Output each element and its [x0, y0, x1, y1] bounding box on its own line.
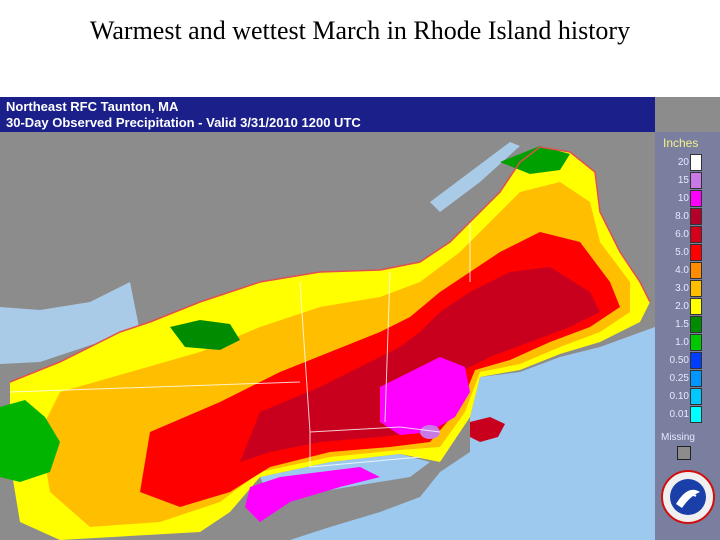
- legend-item: 0.50: [655, 352, 720, 370]
- cape-cod: [470, 417, 505, 442]
- precip-zone-8in: [240, 267, 600, 462]
- legend-item: 20: [655, 154, 720, 172]
- legend-item-swatch: [690, 172, 702, 189]
- lake-champlain-water: [430, 142, 520, 212]
- map-header: Northeast RFC Taunton, MA 30-Day Observe…: [0, 97, 655, 132]
- legend-item: 15: [655, 172, 720, 190]
- legend-item-label: 0.10: [669, 391, 689, 402]
- legend-item-swatch: [690, 298, 702, 315]
- legend-item: 1.0: [655, 334, 720, 352]
- legend-item: 10: [655, 190, 720, 208]
- legend-item-label: 4.0: [675, 265, 689, 276]
- precip-legend: Inches 20 15 10 8.0 6.0 5.0 4.0: [655, 132, 720, 540]
- legend-item-label: 20: [677, 157, 689, 168]
- legend-item: 3.0: [655, 280, 720, 298]
- legend-item-label: 3.0: [675, 283, 689, 294]
- precip-zone-1in-adirondack: [170, 320, 240, 350]
- precipitation-map-graphic: [0, 132, 655, 540]
- precipitation-map: Northeast RFC Taunton, MA 30-Day Observe…: [0, 97, 720, 540]
- legend-item-swatch: [690, 280, 702, 297]
- legend-item-swatch: [690, 190, 702, 207]
- legend-item-label: 15: [677, 175, 689, 186]
- precip-zone-10in-south: [245, 467, 380, 522]
- legend-item-label: 2.0: [675, 301, 689, 312]
- legend-item-swatch: [690, 262, 702, 279]
- legend-item-label: 10: [677, 193, 689, 204]
- precip-zone-10in: [380, 357, 470, 435]
- noaa-nws-logo-icon: [661, 470, 715, 524]
- legend-item-label: 5.0: [675, 247, 689, 258]
- legend-item: 1.5: [655, 316, 720, 334]
- legend-item: 0.10: [655, 388, 720, 406]
- legend-item-label: 0.25: [669, 373, 689, 384]
- legend-item: 0.01: [655, 406, 720, 424]
- legend-missing-swatch: [677, 446, 691, 460]
- region-outline: [9, 146, 651, 383]
- legend-item: 4.0: [655, 262, 720, 280]
- legend-item-swatch: [690, 352, 702, 369]
- map-header-product: 30-Day Observed Precipitation - Valid 3/…: [6, 115, 361, 130]
- legend-item-label: 8.0: [675, 211, 689, 222]
- legend-missing-label: Missing: [661, 432, 695, 443]
- slide-title: Warmest and wettest March in Rhode Islan…: [89, 16, 631, 45]
- legend-item-label: 1.0: [675, 337, 689, 348]
- legend-item: 0.25: [655, 370, 720, 388]
- legend-item-label: 0.01: [669, 409, 689, 420]
- legend-item: 8.0: [655, 208, 720, 226]
- legend-item-label: 0.50: [669, 355, 689, 366]
- legend-item-swatch: [690, 334, 702, 351]
- map-header-office: Northeast RFC Taunton, MA: [6, 99, 179, 114]
- precip-zone-15in: [420, 425, 440, 439]
- legend-item: 5.0: [655, 244, 720, 262]
- legend-item-label: 1.5: [675, 319, 689, 330]
- legend-item-swatch: [690, 406, 702, 423]
- legend-item: 6.0: [655, 226, 720, 244]
- legend-item-swatch: [690, 208, 702, 225]
- legend-item-swatch: [690, 388, 702, 405]
- legend-item-swatch: [690, 244, 702, 261]
- legend-item: 2.0: [655, 298, 720, 316]
- legend-item-swatch: [690, 154, 702, 171]
- state-borders: [9, 222, 471, 468]
- legend-item-swatch: [690, 316, 702, 333]
- great-lake-water: [0, 282, 140, 364]
- legend-title: Inches: [663, 136, 699, 150]
- legend-item-swatch: [690, 370, 702, 387]
- legend-item-label: 6.0: [675, 229, 689, 240]
- legend-item-swatch: [690, 226, 702, 243]
- precip-zone-1in-west: [0, 400, 60, 482]
